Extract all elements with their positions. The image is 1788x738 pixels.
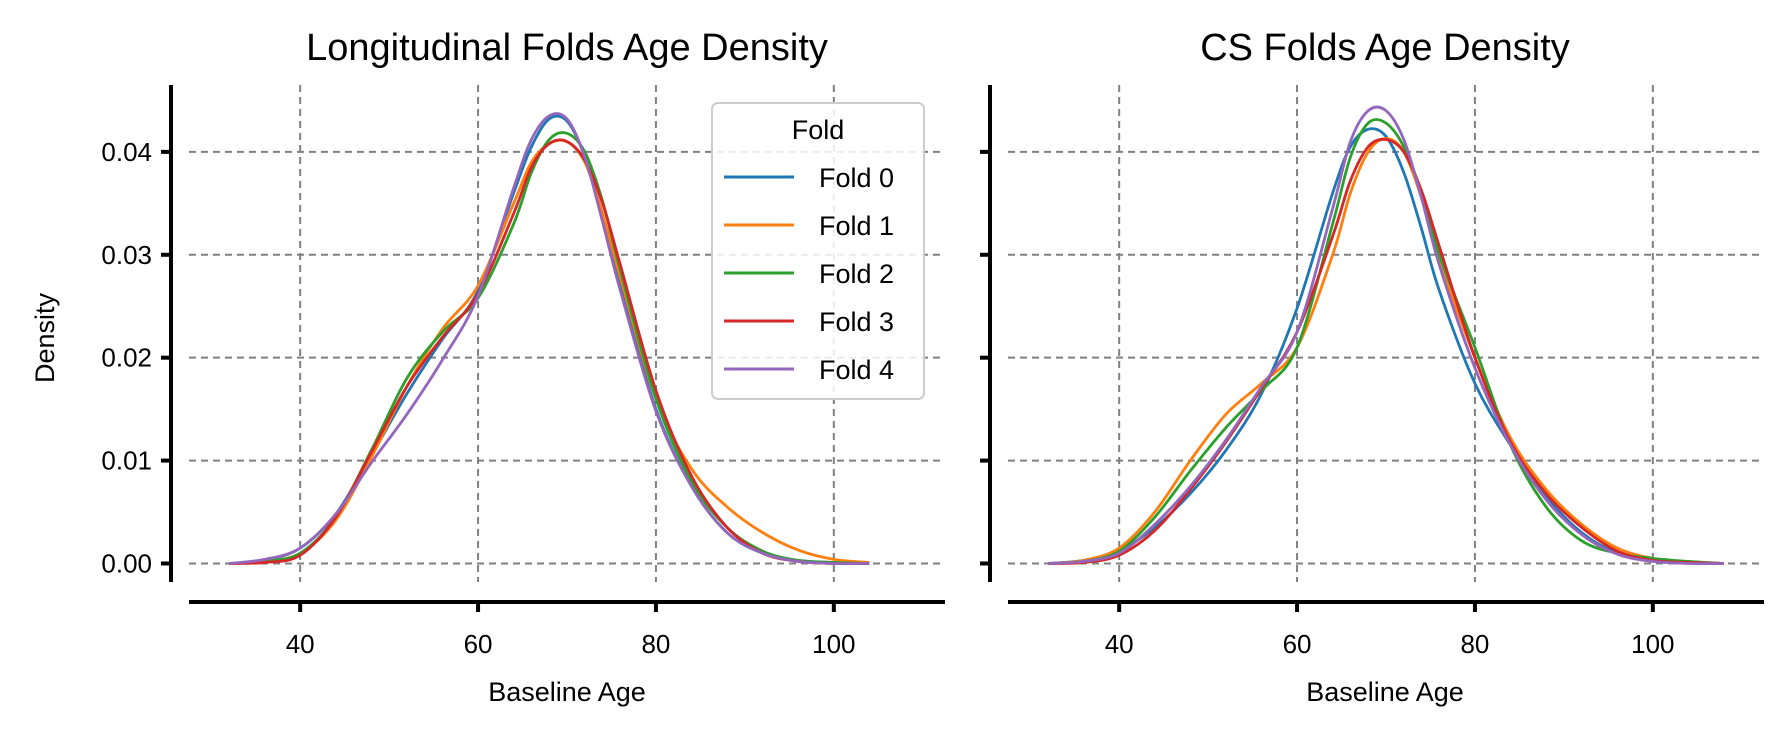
x-ticks: 40 60 80 100 bbox=[1105, 602, 1675, 659]
x-axis-label: Baseline Age bbox=[488, 677, 646, 707]
x-tick-label: 80 bbox=[1460, 629, 1489, 659]
legend: Fold Fold 0 Fold 1 Fold 2 Fold 3 Fold 4 bbox=[711, 102, 925, 400]
legend-items: Fold 0 Fold 1 Fold 2 Fold 3 Fold 4 bbox=[724, 163, 894, 385]
x-tick-label: 100 bbox=[812, 629, 855, 659]
y-tick-label: 0.00 bbox=[101, 548, 152, 578]
x-tick-label: 100 bbox=[1631, 629, 1674, 659]
panel-longitudinal: Longitudinal Folds Age Density 0.000.010… bbox=[30, 27, 945, 707]
x-tick-label: 60 bbox=[464, 629, 493, 659]
x-ticks: 40 60 80 100 bbox=[286, 602, 856, 659]
legend-label: Fold 0 bbox=[819, 163, 894, 193]
series-line-fold-3 bbox=[228, 138, 870, 566]
legend-title: Fold bbox=[792, 115, 845, 145]
legend-label: Fold 2 bbox=[819, 259, 894, 289]
y-ticks bbox=[980, 149, 990, 566]
y-ticks: 0.00 0.01 0.02 0.03 0.04 bbox=[101, 137, 171, 578]
legend-label: Fold 1 bbox=[819, 211, 894, 241]
series-group bbox=[1047, 105, 1725, 566]
series-line-fold-2 bbox=[1047, 118, 1725, 565]
panel-cs: CS Folds Age Density 40 60 80 100 Baseline … bbox=[980, 27, 1764, 707]
y-tick-label: 0.02 bbox=[101, 343, 152, 373]
series-line-fold-1 bbox=[1047, 137, 1725, 565]
y-axis-label: Density bbox=[30, 292, 60, 383]
y-tick-label: 0.04 bbox=[101, 137, 152, 167]
series-line-fold-0 bbox=[1047, 127, 1725, 565]
legend-label: Fold 4 bbox=[819, 355, 894, 385]
series-line-fold-3 bbox=[1047, 137, 1725, 565]
series-line-fold-4 bbox=[1047, 105, 1724, 566]
x-tick-label: 80 bbox=[641, 629, 670, 659]
x-tick-label: 40 bbox=[286, 629, 315, 659]
chart-title: CS Folds Age Density bbox=[1200, 27, 1570, 69]
y-tick-label: 0.01 bbox=[101, 446, 152, 476]
x-tick-label: 40 bbox=[1105, 629, 1134, 659]
chart-title: Longitudinal Folds Age Density bbox=[306, 27, 828, 69]
series-line-fold-4 bbox=[228, 112, 870, 566]
legend-label: Fold 3 bbox=[819, 307, 894, 337]
x-axis-label: Baseline Age bbox=[1306, 677, 1464, 707]
x-tick-label: 60 bbox=[1283, 629, 1312, 659]
grid bbox=[1008, 85, 1764, 582]
series-group bbox=[228, 112, 870, 566]
y-tick-label: 0.03 bbox=[101, 240, 152, 270]
